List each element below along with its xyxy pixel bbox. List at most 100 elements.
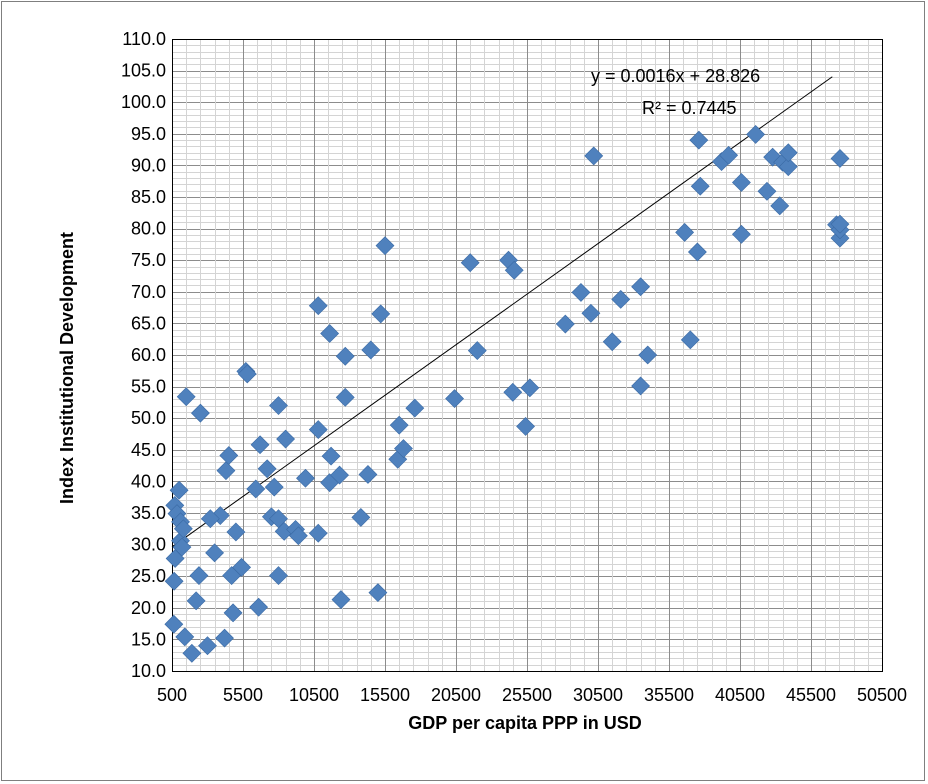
data-point <box>215 628 234 648</box>
data-point <box>757 181 777 201</box>
data-point <box>746 125 766 144</box>
data-point <box>172 537 192 557</box>
data-point <box>198 636 217 656</box>
x-tick-label: 500 <box>157 685 187 705</box>
data-point <box>288 526 308 546</box>
data-point <box>173 519 193 539</box>
data-point <box>602 332 622 352</box>
x-tick-label: 40500 <box>715 685 765 705</box>
data-point <box>389 415 409 435</box>
data-point <box>351 507 371 527</box>
data-point <box>269 396 288 415</box>
y-tick-label: 110.0 <box>122 29 166 49</box>
y-tick-label: 25.0 <box>131 566 166 586</box>
y-tick-label: 50.0 <box>131 408 166 428</box>
data-point <box>216 461 236 481</box>
data-point <box>375 236 395 256</box>
data-point <box>520 378 540 398</box>
data-point <box>689 130 709 150</box>
data-point <box>250 435 270 455</box>
x-tick-label: 45500 <box>786 685 836 705</box>
data-point <box>631 376 651 396</box>
data-point <box>778 157 798 177</box>
data-point <box>516 416 536 436</box>
y-tick-label: 30.0 <box>131 535 166 555</box>
data-point <box>358 465 378 484</box>
data-point <box>335 387 355 407</box>
data-point <box>186 591 206 611</box>
y-tick-label: 10.0 <box>131 661 166 681</box>
data-point <box>335 346 355 366</box>
data-point <box>731 173 751 192</box>
data-point <box>368 583 388 603</box>
data-point <box>581 303 601 323</box>
data-point <box>555 314 575 334</box>
data-point <box>687 242 707 262</box>
y-tick-label: 20.0 <box>131 598 166 618</box>
data-point <box>778 143 798 163</box>
data-point <box>237 364 257 384</box>
data-point <box>320 324 340 343</box>
data-point <box>830 214 850 234</box>
plot-area-border <box>172 39 883 672</box>
data-point <box>321 446 341 466</box>
y-tick-label: 70.0 <box>131 282 166 302</box>
y-tick-label: 55.0 <box>131 377 166 397</box>
x-tick-label: 50500 <box>857 685 907 705</box>
x-axis-title: GDP per capita PPP in USD <box>408 713 641 733</box>
data-point <box>503 382 523 402</box>
data-point <box>269 566 288 585</box>
data-point <box>611 289 631 309</box>
data-point <box>175 627 195 647</box>
data-point <box>675 222 695 242</box>
x-tick-label: 30500 <box>573 685 623 705</box>
y-tick-label: 35.0 <box>131 503 166 523</box>
data-point <box>276 429 296 449</box>
gridlines <box>172 39 883 672</box>
x-tick-label: 5500 <box>223 685 263 705</box>
y-axis-tick-labels: 10.0 15.0 20.0 25.0 30.0 35.0 40.0 45.0 50.0 55.0… <box>121 29 166 681</box>
data-point <box>308 523 328 543</box>
data-point <box>190 403 210 423</box>
y-tick-label: 40.0 <box>131 471 166 491</box>
data-point <box>226 522 246 542</box>
data-point <box>631 277 651 297</box>
x-tick-label: 25500 <box>502 685 552 705</box>
data-point <box>571 283 591 302</box>
y-tick-label: 45.0 <box>131 440 166 460</box>
data-point <box>731 224 751 244</box>
x-tick-label: 35500 <box>644 685 694 705</box>
data-point <box>330 465 349 485</box>
data-point <box>176 387 196 407</box>
data-point <box>200 509 220 529</box>
data-point <box>164 571 184 591</box>
data-point <box>770 196 790 216</box>
data-points <box>164 125 850 663</box>
y-tick-label: 105.0 <box>121 61 166 81</box>
data-point <box>296 468 315 488</box>
data-point <box>189 566 209 585</box>
y-tick-label: 65.0 <box>131 313 166 333</box>
data-point <box>331 590 351 610</box>
data-point <box>460 253 480 273</box>
y-tick-label: 80.0 <box>131 219 166 239</box>
data-point <box>719 145 739 165</box>
y-tick-label: 75.0 <box>131 250 166 270</box>
x-tick-label: 10500 <box>289 685 339 705</box>
data-point <box>680 330 700 350</box>
y-tick-label: 60.0 <box>131 345 166 365</box>
data-point <box>361 340 381 360</box>
data-point <box>638 345 658 365</box>
x-tick-label: 20500 <box>431 685 481 705</box>
x-axis-tick-labels: 500 5500 10500 15500 20500 25500 30500 35500 405… <box>157 685 907 705</box>
data-point <box>504 260 524 280</box>
data-point <box>445 389 465 409</box>
data-point <box>394 439 413 458</box>
data-point <box>467 341 487 361</box>
data-point <box>219 446 239 465</box>
data-point <box>690 176 710 196</box>
data-point <box>584 146 604 166</box>
data-point <box>169 480 189 500</box>
y-tick-label: 90.0 <box>131 155 166 175</box>
